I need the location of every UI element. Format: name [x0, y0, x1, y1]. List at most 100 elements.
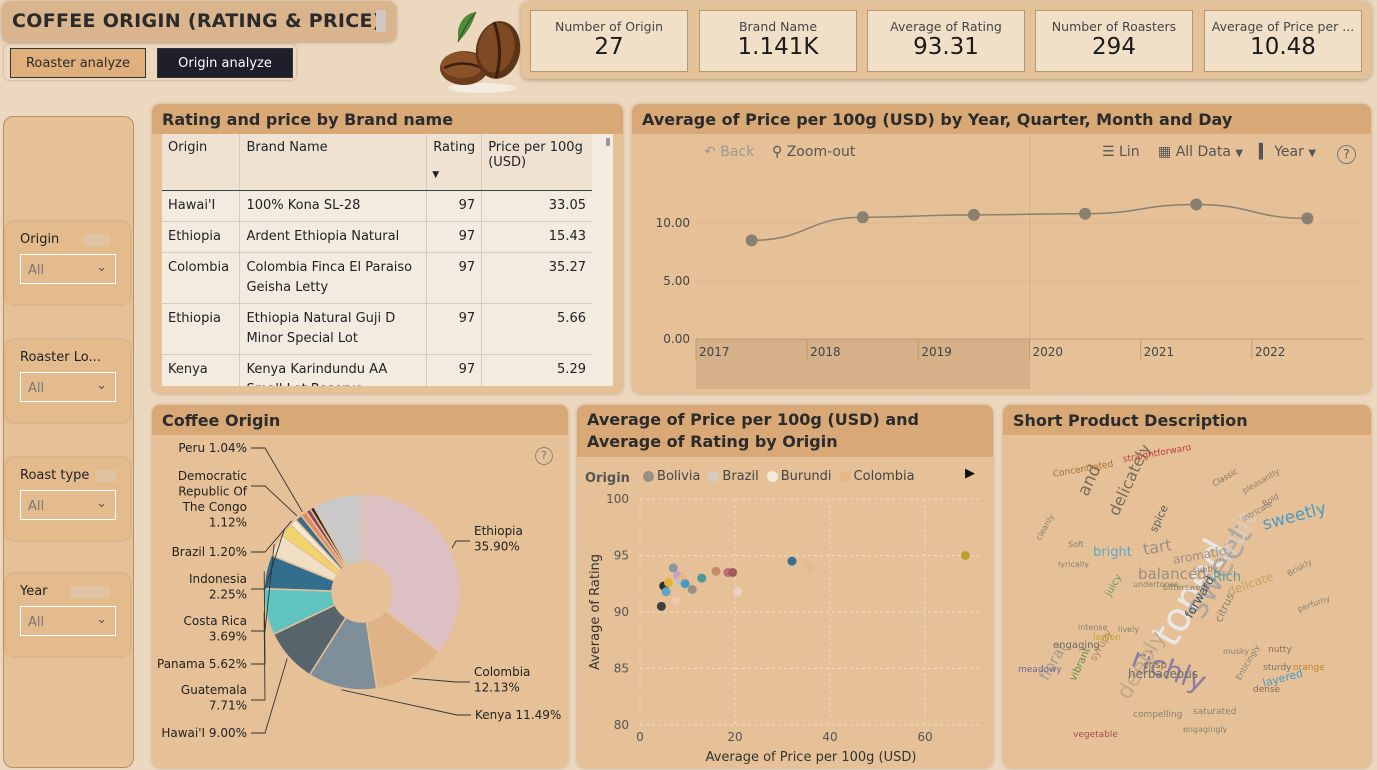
line-point[interactable]: [745, 234, 758, 247]
scatter-point[interactable]: [664, 578, 673, 588]
word-cloud-word[interactable]: bittersweet: [1163, 583, 1209, 592]
word-cloud-word[interactable]: bright: [1093, 545, 1132, 560]
word-cloud[interactable]: toned sweet richly fruit deeply sweetly delica…: [1013, 445, 1363, 761]
cell-brand: Kenya Karindundu AA Small Lot Reserve: [239, 354, 428, 386]
scatter-point[interactable]: [804, 562, 814, 572]
table-row[interactable]: Ethiopia Ethiopia Natural Guji D Minor Sp…: [162, 303, 592, 355]
all-data-dropdown[interactable]: ▦ All Data ▼: [1158, 144, 1243, 160]
word-cloud-word[interactable]: orange: [1293, 663, 1325, 673]
scatter-point[interactable]: [671, 596, 681, 606]
year-drill-dropdown[interactable]: ▍ Year ▼: [1259, 144, 1316, 160]
word-cloud-word[interactable]: lemon: [1093, 633, 1122, 643]
scatter-point[interactable]: [960, 551, 970, 560]
pie-label: Panama 5.62%: [157, 657, 247, 671]
word-cloud-word[interactable]: engaging: [1053, 640, 1100, 651]
back-button[interactable]: ↶ Back: [704, 144, 754, 160]
scatter-point[interactable]: [728, 567, 738, 577]
word-cloud-word[interactable]: intense: [1078, 623, 1108, 632]
word-cloud-word[interactable]: subtly: [1193, 565, 1218, 574]
pie-label: Ethiopia: [474, 524, 523, 538]
word-cloud-word[interactable]: undertones: [1133, 580, 1179, 589]
scatter-point[interactable]: [732, 587, 742, 597]
legend-item[interactable]: Brazil: [708, 469, 759, 484]
word-cloud-word[interactable]: Briskly: [1285, 557, 1314, 579]
cell-brand: Ardent Ethiopia Natural: [239, 221, 428, 253]
word-cloud-word[interactable]: cleanly: [1034, 512, 1057, 542]
tab-roaster-analyze[interactable]: Roaster analyze: [10, 48, 146, 78]
word-cloud-word[interactable]: juicy: [1103, 572, 1125, 599]
column-header-origin[interactable]: Origin: [162, 134, 241, 191]
word-cloud-word[interactable]: musky: [1223, 647, 1250, 656]
pie-slice[interactable]: [312, 493, 363, 567]
help-icon[interactable]: ?: [1337, 145, 1356, 164]
tab-origin-analyze[interactable]: Origin analyze: [157, 48, 293, 78]
scatter-point[interactable]: [711, 566, 721, 576]
scatter-point[interactable]: [656, 601, 666, 611]
line-chart[interactable]: 0.00 5.00 10.00 2017 2018 2019 2020 2021 2022: [632, 134, 1371, 394]
table-row[interactable]: Ethiopia Ardent Ethiopia Natural 97 15.43: [162, 221, 592, 253]
column-header-price[interactable]: Price per 100g (USD): [481, 134, 592, 191]
line-point[interactable]: [1079, 207, 1092, 220]
lin-scale-button[interactable]: ☰ Lin: [1102, 144, 1140, 160]
word-cloud-word[interactable]: compelling: [1133, 710, 1183, 720]
legend-item[interactable]: Colombia: [839, 469, 915, 484]
word-cloud-word[interactable]: lively: [1118, 625, 1140, 634]
word-cloud-word[interactable]: Soft: [1068, 540, 1084, 549]
legend-item[interactable]: Bolivia: [643, 469, 700, 484]
zoom-out-button[interactable]: ⚲ Zoom-out: [772, 144, 855, 160]
title-toggle-handle[interactable]: [376, 10, 386, 32]
scrollbar-thumb[interactable]: [606, 138, 610, 146]
zoom-out-label: Zoom-out: [786, 144, 856, 160]
table-viewport[interactable]: Origin Brand Name Rating ▼ Price per 100…: [162, 134, 604, 386]
slicer-year: Year All ⌄: [6, 574, 130, 656]
column-header-brand[interactable]: Brand Name: [239, 134, 428, 191]
word-cloud-word[interactable]: Classic: [1210, 466, 1240, 489]
legend-item[interactable]: Burundi: [766, 469, 832, 484]
table-scrollbar[interactable]: [604, 134, 613, 386]
roast-type-dropdown[interactable]: All ⌄: [20, 490, 116, 520]
word-cloud-word[interactable]: spice: [1147, 502, 1171, 535]
origin-dropdown[interactable]: All ⌄: [20, 254, 116, 284]
help-icon[interactable]: ?: [535, 447, 553, 465]
pie-slice[interactable]: [361, 493, 461, 654]
word-cloud-word[interactable]: dense: [1253, 685, 1281, 695]
scatter-point[interactable]: [697, 573, 707, 583]
word-cloud-word[interactable]: herbaceous: [1128, 667, 1199, 681]
word-cloud-word[interactable]: vibrant: [1068, 645, 1094, 683]
word-cloud-word[interactable]: engagingly: [1183, 725, 1228, 734]
table-row[interactable]: Colombia Colombia Finca El Paraiso Geisha…: [162, 252, 592, 304]
word-cloud-word[interactable]: nutty: [1268, 645, 1292, 655]
scatter-point[interactable]: [668, 563, 678, 573]
scatter-point[interactable]: [661, 587, 671, 597]
scatter-point[interactable]: [787, 556, 797, 566]
slicer-label-highlight: [70, 586, 110, 598]
word-cloud-word[interactable]: meadowy: [1018, 665, 1062, 675]
word-cloud-word[interactable]: saturated: [1193, 707, 1237, 717]
line-point[interactable]: [856, 211, 869, 224]
word-cloud-word[interactable]: tart: [1141, 535, 1174, 559]
roaster-location-dropdown[interactable]: All ⌄: [20, 372, 116, 402]
table-row[interactable]: Hawai'I 100% Kona SL-28 97 33.05: [162, 190, 592, 222]
word-cloud-word[interactable]: sturdy: [1263, 663, 1292, 673]
word-cloud-word[interactable]: perfumy: [1296, 593, 1332, 614]
line-point[interactable]: [1301, 212, 1314, 225]
slicer-roaster-location: Roaster Lo... All ⌄: [6, 340, 130, 422]
scatter-point[interactable]: [680, 579, 690, 589]
scatter-point[interactable]: [687, 584, 697, 594]
cell-price: 5.66: [481, 303, 592, 355]
legend-label: Brazil: [722, 469, 759, 484]
word-cloud-word[interactable]: crisp: [1143, 660, 1167, 671]
line-point[interactable]: [967, 208, 980, 221]
pie-label: Colombia: [474, 665, 530, 679]
legend-next-icon[interactable]: ▶: [965, 466, 975, 481]
year-dropdown[interactable]: All ⌄: [20, 606, 116, 636]
pie-chart[interactable]: Ethiopia 35.90% Colombia 12.13% Kenya 11.49%…: [152, 435, 568, 768]
line-point[interactable]: [1190, 198, 1203, 211]
column-header-rating[interactable]: Rating ▼: [426, 134, 483, 191]
word-cloud-word[interactable]: Rich: [1213, 570, 1242, 585]
word-cloud-word[interactable]: lyrically: [1058, 560, 1089, 569]
word-cloud-word[interactable]: balanced: [1138, 565, 1207, 583]
word-cloud-word[interactable]: vegetable: [1073, 730, 1118, 740]
